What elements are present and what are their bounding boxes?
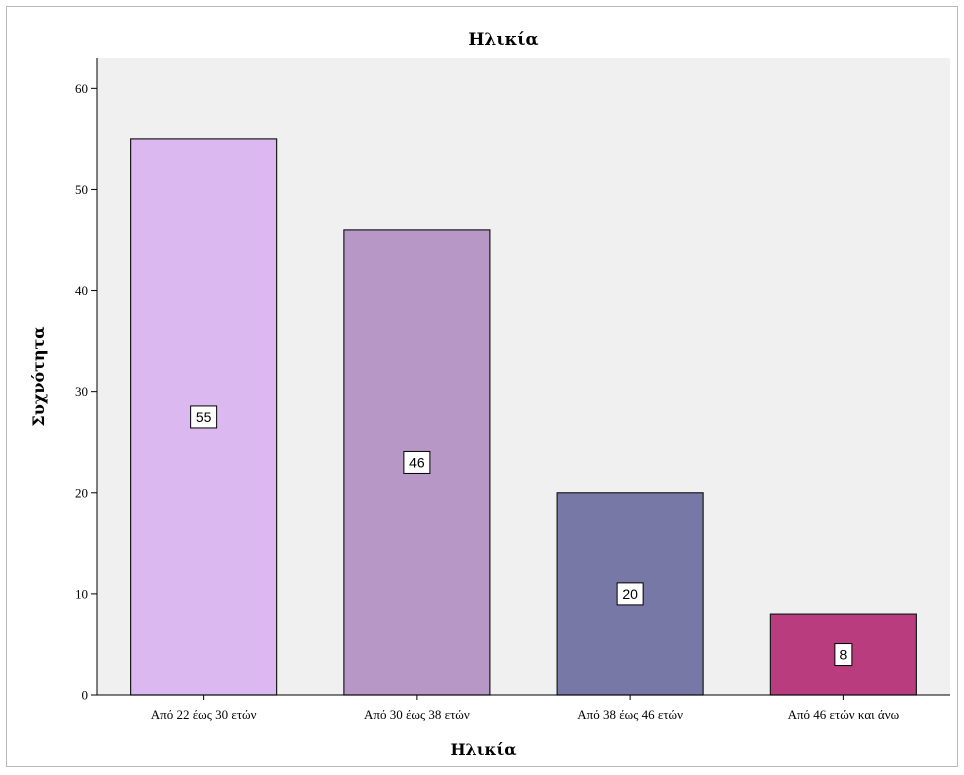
y-tick-label: 50: [75, 182, 88, 197]
data-label-box: [190, 405, 218, 429]
y-tick-label: 30: [75, 384, 88, 399]
y-tick-label: 0: [82, 688, 89, 703]
y-tick-label: 20: [75, 485, 88, 500]
x-tick-label: Από 38 έως 46 ετών: [577, 707, 683, 722]
data-label: 20: [622, 586, 638, 602]
x-tick-label: Από 30 έως 38 ετών: [364, 707, 470, 722]
y-tick-label: 60: [75, 81, 88, 96]
x-tick-label: Από 22 έως 30 ετών: [151, 707, 257, 722]
data-label: 55: [196, 409, 212, 425]
data-label-box: [616, 582, 644, 606]
data-label-box: [834, 643, 853, 667]
x-axis: Από 22 έως 30 ετών Από 30 έως 38 ετών Από …: [97, 694, 950, 722]
x-axis-title: Ηλικία: [450, 740, 516, 759]
data-label-box: [403, 450, 431, 474]
data-label: 46: [409, 454, 425, 470]
y-tick-label: 40: [75, 283, 88, 298]
x-tick-label: Από 46 ετών και άνω: [788, 707, 900, 722]
y-axis-title: Συχνότητα: [29, 326, 48, 426]
chart-title: Ηλικία: [468, 30, 538, 50]
y-tick-label: 10: [75, 586, 88, 601]
data-label: 8: [839, 647, 847, 663]
y-axis: 0 10 20 30 40 50 60: [75, 58, 98, 703]
data-labels-group: 55 46 20 8: [190, 405, 853, 667]
